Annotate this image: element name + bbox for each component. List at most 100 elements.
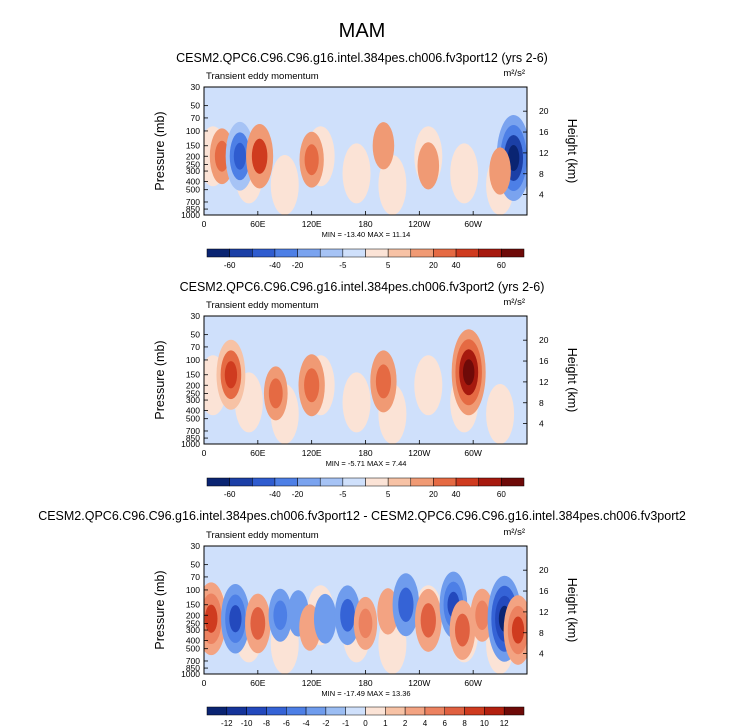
x-tick-label: 0 [202, 678, 207, 688]
left-label: Transient eddy momentum [206, 530, 319, 541]
colorbar-label: -20 [292, 490, 304, 499]
y-tick-label: 400 [186, 406, 200, 416]
colorbar-label: 10 [480, 719, 489, 727]
y-tick-label: 100 [186, 355, 200, 365]
x-tick-label: 60E [250, 448, 265, 458]
y-tick-label: 400 [186, 177, 200, 187]
colorbar-label: 12 [500, 719, 509, 727]
colorbar-box [464, 706, 485, 716]
colorbar-label: 6 [443, 719, 448, 727]
panel-title: CESM2.QPC6.C96.C96.g16.intel.384pes.ch00… [180, 280, 545, 294]
colorbar-box [252, 248, 276, 258]
y2-tick-label: 4 [539, 419, 544, 429]
y-tick-label: 50 [191, 330, 201, 340]
colorbar-label: 8 [462, 719, 467, 727]
y-tick-label: 200 [186, 610, 200, 620]
min-max-stats: MIN = -5.71 MAX = 7.44 [326, 459, 407, 468]
x-tick-label: 60E [250, 219, 265, 229]
y-tick-label: 700 [186, 656, 200, 666]
x-tick-label: 60E [250, 678, 265, 688]
field-feature [398, 587, 414, 622]
field-feature [214, 140, 230, 172]
colorbar-box [444, 706, 465, 716]
colorbar-box [342, 248, 366, 258]
y-tick-label: 300 [186, 395, 200, 405]
colorbar-box [385, 706, 406, 716]
y-axis-label: Pressure (mb) [153, 111, 167, 190]
panel-2: CESM2.QPC6.C96.C96.g16.intel.384pes.ch00… [153, 280, 579, 499]
colorbar-label: -40 [269, 490, 281, 499]
y-tick-label: 700 [186, 426, 200, 436]
units-label: m²/s² [503, 527, 525, 538]
panel-title: CESM2.QPC6.C96.C96.g16.intel.384pes.ch00… [38, 509, 686, 523]
field-feature [313, 593, 337, 644]
x-tick-label: 60W [464, 448, 481, 458]
field-feature [358, 608, 373, 639]
colorbar-box [229, 477, 253, 487]
colorbar-label: -10 [241, 719, 253, 727]
y-tick-label: 500 [186, 414, 200, 424]
field-feature [229, 605, 242, 633]
y-tick-label: 400 [186, 636, 200, 646]
colorbar-label: -60 [224, 490, 236, 499]
field-feature [462, 359, 475, 386]
y-axis-label: Pressure (mb) [153, 570, 167, 649]
colorbar-box [387, 477, 412, 487]
panel-1: CESM2.QPC6.C96.C96.g16.intel.384pes.ch00… [153, 51, 579, 270]
field-feature [250, 606, 266, 640]
colorbar-box [252, 477, 276, 487]
field-feature [475, 600, 489, 631]
y-tick-label: 30 [191, 541, 201, 551]
colorbar-box [342, 477, 366, 487]
y-tick-label: 300 [186, 166, 200, 176]
field-feature [304, 368, 320, 403]
y2-tick-label: 20 [539, 335, 549, 345]
colorbar-label: 40 [452, 261, 461, 270]
field-patch [414, 355, 443, 416]
colorbar-box [325, 706, 346, 716]
colorbar-label: 5 [386, 261, 391, 270]
colorbar-label: 0 [363, 719, 368, 727]
field-feature [251, 138, 268, 174]
colorbar-label: -60 [224, 261, 236, 270]
field-patch [378, 155, 407, 215]
y-tick-label: 150 [186, 600, 200, 610]
colorbar-box [286, 706, 307, 716]
colorbar-label: -2 [322, 719, 330, 727]
colorbar-label: -1 [342, 719, 350, 727]
colorbar-box [274, 248, 298, 258]
field-feature [511, 616, 525, 644]
y-tick-label: 50 [191, 101, 201, 111]
field-feature [372, 122, 395, 170]
field-patch [342, 372, 371, 433]
colorbar-box [501, 248, 525, 258]
field-feature [507, 145, 520, 172]
colorbar-label: -20 [292, 261, 304, 270]
y-tick-label: 70 [191, 113, 201, 123]
y2-tick-label: 16 [539, 356, 549, 366]
colorbar-box [319, 248, 344, 258]
y-tick-label: 100 [186, 126, 200, 136]
y-tick-label: 700 [186, 197, 200, 207]
colorbar-box [424, 706, 445, 716]
y2-tick-label: 12 [539, 148, 549, 158]
field-feature [273, 600, 288, 631]
colorbar-box [484, 706, 505, 716]
field-patch [450, 143, 479, 204]
units-label: m²/s² [503, 68, 525, 79]
y2-tick-label: 20 [539, 565, 549, 575]
field-patch [270, 155, 299, 215]
y-tick-label: 70 [191, 342, 201, 352]
y2-tick-label: 4 [539, 649, 544, 659]
colorbar-label: 5 [386, 490, 391, 499]
colorbar-box [206, 706, 228, 716]
colorbar-label: -8 [263, 719, 271, 727]
field-area [204, 546, 527, 674]
colorbar-box [305, 706, 327, 716]
y2-tick-label: 4 [539, 190, 544, 200]
colorbar-label: -5 [339, 490, 347, 499]
x-tick-label: 120W [408, 448, 430, 458]
colorbar-label: 20 [429, 490, 438, 499]
colorbar-box [365, 706, 386, 716]
